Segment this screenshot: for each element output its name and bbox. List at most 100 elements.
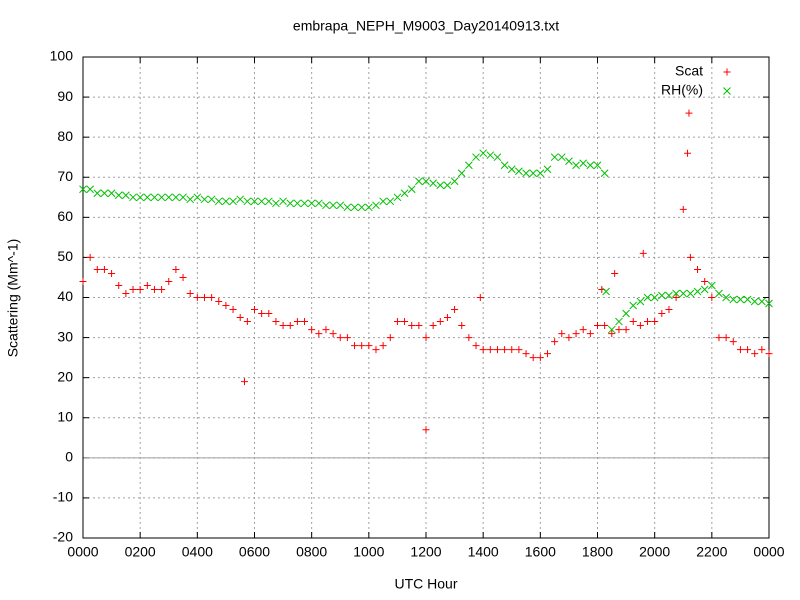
point <box>401 318 409 326</box>
point <box>679 289 688 298</box>
point <box>350 203 359 212</box>
point <box>236 314 244 322</box>
point <box>615 317 623 326</box>
point <box>479 346 487 354</box>
point <box>93 265 101 273</box>
point <box>79 185 87 194</box>
point <box>415 177 423 186</box>
point <box>515 346 523 354</box>
point <box>536 169 545 178</box>
point <box>611 269 619 277</box>
point <box>258 310 266 318</box>
point <box>694 265 702 273</box>
point <box>615 326 623 334</box>
x-tick-label: 1200 <box>410 544 441 560</box>
point <box>572 330 580 338</box>
point <box>372 201 380 210</box>
point <box>586 161 595 170</box>
point <box>279 322 287 330</box>
point <box>329 330 337 338</box>
point <box>465 334 473 342</box>
point <box>100 265 108 273</box>
point <box>607 325 616 334</box>
point <box>108 269 116 277</box>
point <box>301 318 309 326</box>
point <box>272 199 280 208</box>
y-tick-label: 10 <box>57 408 73 424</box>
legend-label: RH(%) <box>661 82 703 98</box>
point <box>358 342 366 350</box>
point <box>443 181 452 190</box>
point <box>543 165 552 174</box>
point <box>451 306 459 314</box>
point <box>251 306 258 314</box>
point <box>622 326 630 334</box>
point <box>150 193 159 202</box>
point <box>693 287 702 296</box>
point <box>193 193 202 202</box>
point <box>86 185 94 194</box>
point <box>322 326 330 334</box>
point <box>644 318 652 326</box>
point <box>651 318 659 326</box>
point <box>336 201 345 210</box>
point <box>672 294 680 301</box>
point <box>529 354 537 362</box>
point <box>422 426 430 434</box>
point <box>351 342 359 350</box>
point <box>164 193 173 202</box>
point <box>236 195 245 204</box>
point <box>122 191 130 200</box>
point <box>501 346 509 354</box>
point <box>672 289 680 298</box>
legend-marker <box>723 68 731 76</box>
point <box>684 149 692 157</box>
point <box>658 310 666 318</box>
point <box>307 199 316 208</box>
point <box>608 330 616 338</box>
x-tick-label: 2000 <box>639 544 670 560</box>
y-axis-label: Scattering (Mm^-1) <box>5 239 21 358</box>
point <box>314 199 323 208</box>
point <box>436 181 445 190</box>
point <box>472 153 480 162</box>
point <box>429 179 437 188</box>
point <box>193 294 201 301</box>
x-tick-label: 2200 <box>696 544 727 560</box>
point <box>765 350 773 358</box>
point <box>622 309 630 318</box>
point <box>643 293 652 302</box>
point <box>743 295 752 304</box>
point <box>629 318 637 326</box>
point <box>450 177 459 186</box>
point <box>293 318 301 326</box>
point <box>736 295 745 304</box>
point <box>322 201 330 210</box>
point <box>657 291 666 300</box>
point <box>393 193 402 202</box>
point <box>157 193 166 202</box>
point <box>729 338 737 346</box>
point <box>422 334 430 342</box>
point <box>708 294 716 301</box>
point <box>758 297 766 306</box>
x-tick-label: 1600 <box>525 544 556 560</box>
x-tick-label: 0800 <box>296 544 327 560</box>
point <box>586 330 594 338</box>
x-axis-label: UTC Hour <box>394 576 457 592</box>
point <box>143 281 151 289</box>
point <box>200 195 209 204</box>
point <box>343 203 352 212</box>
point <box>465 161 473 170</box>
point <box>286 322 294 330</box>
point <box>758 346 766 354</box>
point <box>529 169 538 178</box>
point <box>750 297 759 306</box>
x-tick-label: 0600 <box>239 544 270 560</box>
point <box>751 350 759 358</box>
point <box>264 197 273 206</box>
point <box>493 346 501 354</box>
point <box>679 205 687 213</box>
point <box>572 161 580 170</box>
